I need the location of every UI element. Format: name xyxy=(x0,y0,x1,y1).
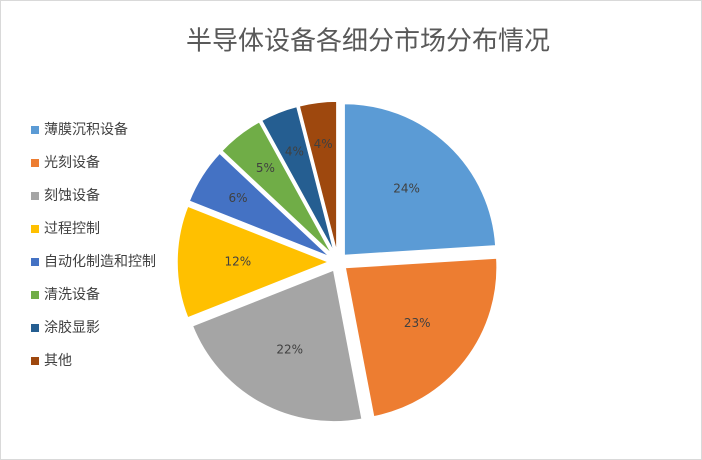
legend-swatch xyxy=(31,258,39,266)
legend-label: 光刻设备 xyxy=(44,154,100,171)
legend-label: 过程控制 xyxy=(44,221,100,237)
pie-slice xyxy=(220,120,334,256)
pie-slice xyxy=(176,205,332,319)
legend-swatch xyxy=(31,324,39,332)
data-label: 12% xyxy=(224,255,251,269)
legend-label: 自动化制造和控制 xyxy=(44,254,156,270)
legend-label: 其他 xyxy=(44,353,72,369)
data-label: 22% xyxy=(276,342,303,356)
pie-slice xyxy=(344,257,498,418)
legend-swatch xyxy=(31,192,39,200)
pie-slice xyxy=(260,105,336,254)
pie-slice xyxy=(298,100,338,254)
data-label: 5% xyxy=(256,161,275,175)
legend-swatch xyxy=(31,291,39,299)
data-label: 4% xyxy=(285,144,304,158)
data-label: 24% xyxy=(393,181,420,195)
pie-slice xyxy=(343,102,497,257)
legend-label: 涂胶显影 xyxy=(44,319,100,336)
legend-label: 刻蚀设备 xyxy=(44,187,100,204)
pie-slice xyxy=(191,268,364,423)
data-label: 23% xyxy=(404,316,431,330)
legend-label: 薄膜沉积设备 xyxy=(44,121,128,138)
legend-swatch xyxy=(31,126,39,134)
data-label: 6% xyxy=(228,191,247,205)
pie-slice xyxy=(188,152,331,258)
legend-swatch xyxy=(31,159,39,167)
legend-swatch xyxy=(31,357,39,365)
chart-title: 半导体设备各细分市场分布情况 xyxy=(186,27,550,57)
legend-label: 清洗设备 xyxy=(44,286,100,303)
data-label: 4% xyxy=(314,137,333,151)
legend-swatch xyxy=(31,225,39,233)
